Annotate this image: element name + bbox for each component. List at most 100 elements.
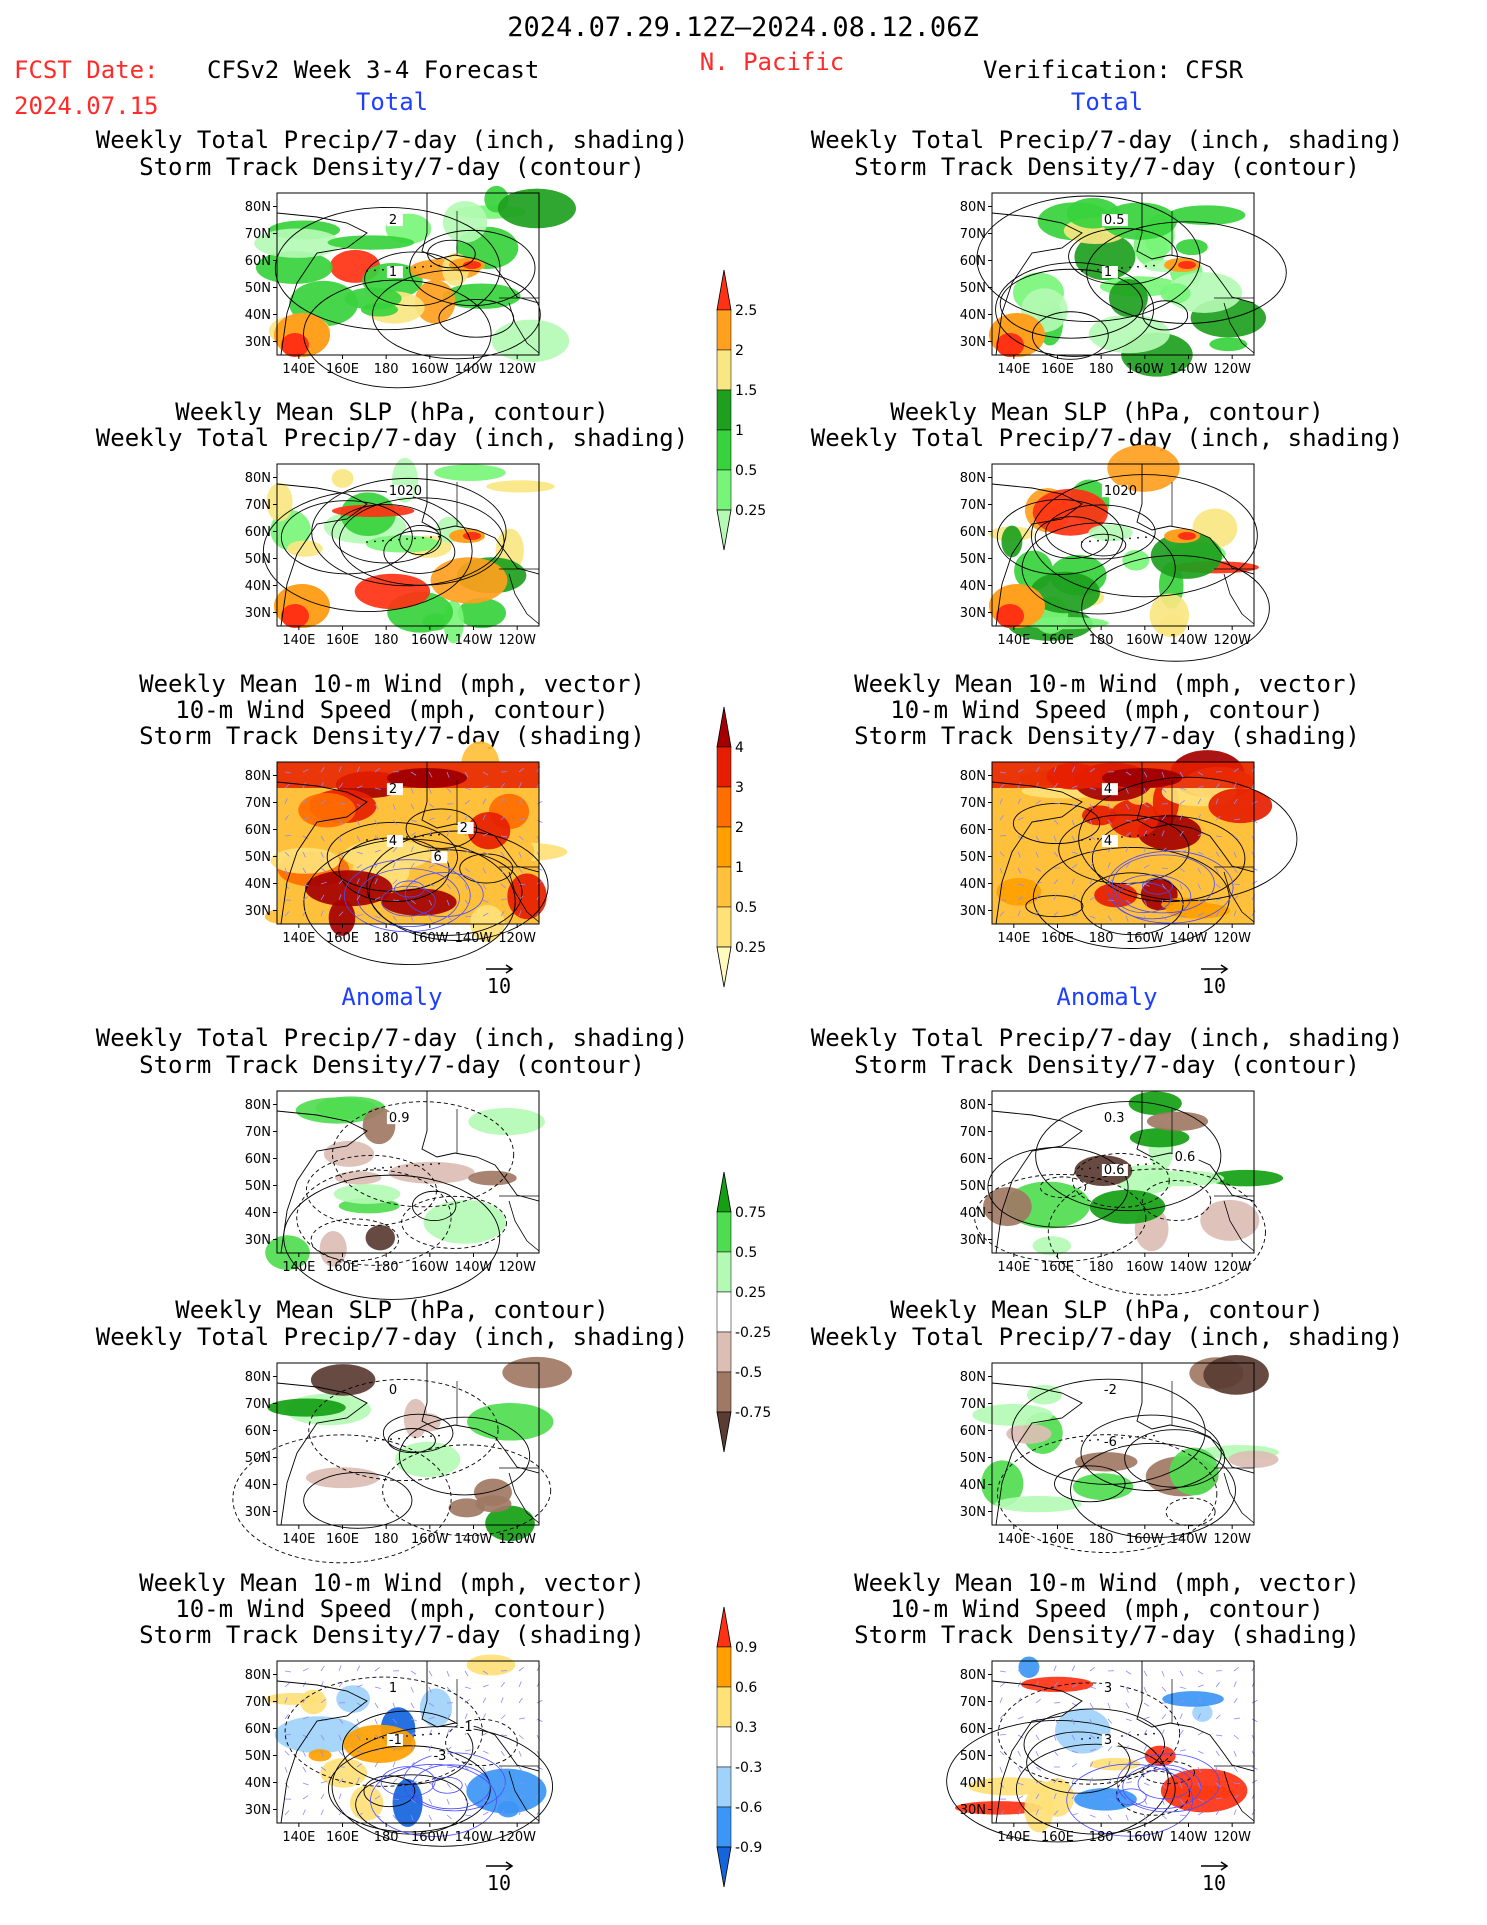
contour-label: 4	[1104, 782, 1112, 797]
lat-tick-label: 50N	[960, 1451, 986, 1466]
lon-tick-label: 140E	[282, 633, 315, 648]
lon-tick-label: 140E	[997, 931, 1030, 946]
colorbar-tick-label: 0.5	[735, 463, 757, 479]
lon-tick-label: 140W	[455, 931, 493, 946]
lat-tick-label: 60N	[245, 254, 271, 269]
svg-text:10: 10	[487, 974, 511, 998]
colorbar-tick-label: -0.3	[735, 1760, 762, 1776]
lat-tick-label: 40N	[245, 1206, 271, 1221]
lon-tick-label: 160W	[411, 1532, 449, 1547]
lat-tick-label: 30N	[245, 1233, 271, 1248]
total-label-left: Total	[355, 88, 429, 116]
lon-tick-label: 140W	[1170, 1260, 1208, 1275]
map-verification-total-wind-storm: 4 4 80N 70N 60N 50N 40N 30N 140E 160E 180 160W 140W 1…	[960, 750, 1298, 949]
lon-tick-label: 160W	[411, 1260, 449, 1275]
lon-tick-label: 140E	[282, 931, 315, 946]
total-label-right: Total	[1070, 88, 1144, 116]
svg-text:10: 10	[487, 1871, 511, 1895]
fcst-date-value: 2024.07.15	[14, 92, 159, 120]
lon-tick-label: 120W	[498, 931, 536, 946]
lat-tick-label: 40N	[245, 308, 271, 323]
lon-tick-label: 160E	[326, 1260, 359, 1275]
lat-tick-label: 40N	[960, 308, 986, 323]
lat-tick-label: 30N	[245, 1505, 271, 1520]
lat-tick-label: 60N	[960, 1722, 986, 1737]
lat-tick-label: 60N	[245, 823, 271, 838]
title-f-total-wind-3: Storm Track Density/7-day (shading)	[139, 722, 645, 750]
colorbar-tick-label: 0.25	[735, 1285, 766, 1301]
lat-tick-label: 40N	[245, 579, 271, 594]
lon-tick-label: 180	[374, 1830, 399, 1845]
title-f-total-slp-1: Weekly Mean SLP (hPa, contour)	[175, 398, 609, 426]
lon-tick-label: 180	[1089, 633, 1114, 648]
lat-tick-label: 40N	[960, 1206, 986, 1221]
title-v-total-wind-2: 10-m Wind Speed (mph, contour)	[890, 696, 1324, 724]
lon-tick-label: 160E	[1041, 931, 1074, 946]
lon-tick-label: 160W	[1126, 1532, 1164, 1547]
contour-label: 3	[1104, 1733, 1112, 1748]
vector-scale-v-anom: 10	[1201, 1861, 1229, 1895]
lon-tick-label: 180	[374, 931, 399, 946]
lon-tick-label: 180	[1089, 1260, 1114, 1275]
lon-tick-label: 160E	[326, 1830, 359, 1845]
lat-tick-label: 70N	[245, 498, 271, 513]
lon-tick-label: 140W	[1170, 362, 1208, 377]
title-v-anom-wind-2: 10-m Wind Speed (mph, contour)	[890, 1595, 1324, 1623]
contour-label: 1	[389, 1681, 397, 1696]
lon-tick-label: 180	[374, 1532, 399, 1547]
lon-tick-label: 120W	[498, 633, 536, 648]
lon-tick-label: 140E	[997, 362, 1030, 377]
contour-label: 4	[1104, 834, 1112, 849]
colorbar-tick-label: 0.5	[735, 1245, 757, 1261]
colorbar-tick-label: -0.6	[735, 1800, 762, 1816]
lat-tick-label: 50N	[960, 850, 986, 865]
title-f-anom-precip-1: Weekly Total Precip/7-day (inch, shading…	[95, 1024, 689, 1052]
lat-tick-label: 60N	[960, 254, 986, 269]
title-v-total-precip-1: Weekly Total Precip/7-day (inch, shading…	[810, 126, 1404, 154]
map-verification-total-precip-storm: 0.5 1 80N 70N 60N 50N 40N 30N 140E 160E 180 160W 140…	[960, 192, 1287, 377]
lon-tick-label: 140E	[282, 362, 315, 377]
map-forecast-anomaly-precip-storm: 0.9 80N 70N 60N 50N 40N 30N 140E 160E 180 160W 140W…	[245, 1090, 545, 1300]
lat-tick-label: 80N	[960, 1098, 986, 1113]
lat-tick-label: 40N	[960, 877, 986, 892]
lon-tick-label: 180	[1089, 1532, 1114, 1547]
contour-label: 0.6	[1175, 1150, 1196, 1165]
lat-tick-label: 40N	[960, 1776, 986, 1791]
lon-tick-label: 140W	[455, 1260, 493, 1275]
colorbar-tick-label: 2.5	[735, 303, 757, 319]
lat-tick-label: 70N	[245, 1397, 271, 1412]
map-forecast-total-slp-precip: 1020 80N 70N 60N 50N 40N 30N 140E 160E 180 160W 140…	[245, 457, 555, 648]
lon-tick-label: 120W	[1213, 1532, 1251, 1547]
map-forecast-anomaly-wind-storm: 1 -1 -1 -3 80N 70N 60N 50N 40N 30N 140E 160E 180 160W…	[245, 1654, 554, 1847]
lat-tick-label: 60N	[960, 1424, 986, 1439]
lat-tick-label: 80N	[960, 769, 986, 784]
lon-tick-label: 120W	[1213, 1260, 1251, 1275]
lon-tick-label: 160W	[1126, 1830, 1164, 1845]
colorbar-tick-label: -0.5	[735, 1365, 762, 1381]
title-f-anom-wind-2: 10-m Wind Speed (mph, contour)	[175, 1595, 609, 1623]
contour-label: 3	[1104, 1681, 1112, 1696]
lat-tick-label: 80N	[245, 471, 271, 486]
vector-scale-v-total: 10	[1201, 964, 1229, 998]
map-verification-total-slp-precip: 1020 80N 70N 60N 50N 40N 30N 140E 160E 180 160W 140…	[960, 444, 1270, 662]
colorbar-precip-anomaly: 0.75 0.5 0.25 -0.25 -0.5 -0.75	[716, 1171, 771, 1453]
lat-tick-label: 30N	[245, 606, 271, 621]
lat-tick-label: 50N	[245, 1451, 271, 1466]
lat-tick-label: 50N	[245, 850, 271, 865]
period-title: 2024.07.29.12Z–2024.08.12.06Z	[507, 12, 979, 43]
map-forecast-total-precip-storm: 2 1 80N 70N 60N 50N 40N 30N 140E 160E 180 160W 140W 1…	[245, 185, 576, 389]
lon-tick-label: 160W	[411, 1830, 449, 1845]
lon-tick-label: 180	[1089, 931, 1114, 946]
title-v-total-slp-2: Weekly Total Precip/7-day (inch, shading…	[810, 424, 1404, 452]
map-forecast-anomaly-slp-precip: 0 80N 70N 60N 50N 40N 30N 140E 160E 180 160W 140W 12…	[232, 1356, 573, 1564]
map-verification-anomaly-precip-storm: 0.3 0.6 0.6 80N 70N 60N 50N 40N 30N 140E 160E 180 16…	[960, 1090, 1284, 1296]
lon-tick-label: 140E	[997, 633, 1030, 648]
lon-tick-label: 120W	[498, 362, 536, 377]
lon-tick-label: 180	[1089, 1830, 1114, 1845]
lat-tick-label: 30N	[960, 1803, 986, 1818]
contour-label: 0.3	[1104, 1111, 1125, 1126]
lon-tick-label: 160W	[1126, 633, 1164, 648]
lon-tick-label: 160E	[326, 1532, 359, 1547]
lat-tick-label: 70N	[245, 1695, 271, 1710]
lon-tick-label: 140E	[997, 1260, 1030, 1275]
